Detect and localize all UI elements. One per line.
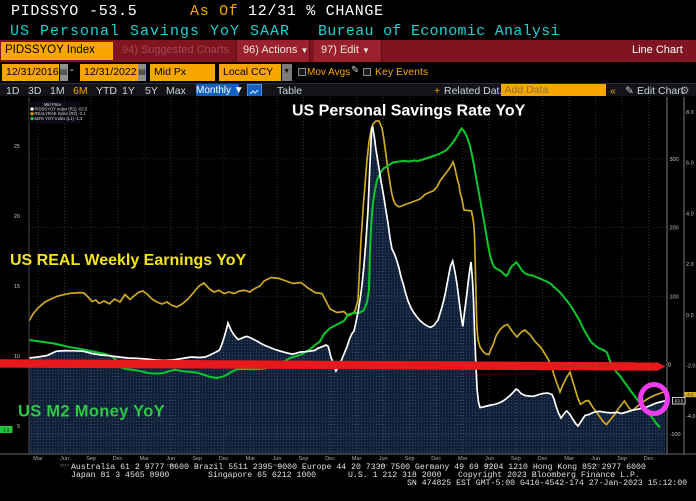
svg-text:0: 0 [668, 363, 671, 369]
svg-text:Jun: Jun [485, 456, 494, 462]
svg-text:Dec: Dec [325, 456, 335, 462]
svg-text:Jun: Jun [591, 456, 600, 462]
svg-text:US M2 Money YoY: US M2 Money YoY [18, 403, 165, 421]
svg-text:200: 200 [670, 226, 679, 232]
svg-text:Dec: Dec [113, 456, 123, 462]
svg-text:2018: 2018 [166, 463, 176, 468]
svg-text:300: 300 [670, 157, 679, 163]
svg-text:PIDSSYOY Index (R1) -53.5: PIDSSYOY Index (R1) -53.5 [35, 106, 88, 111]
svg-text:Mid Price: Mid Price [44, 102, 62, 107]
svg-text:Sep: Sep [299, 456, 309, 462]
svg-text:Sep: Sep [86, 456, 96, 462]
svg-text:2.0: 2.0 [686, 262, 694, 268]
svg-text:-4.0: -4.0 [686, 414, 695, 420]
svg-text:Mar: Mar [33, 456, 43, 462]
svg-text:Mar: Mar [246, 456, 256, 462]
svg-text:-3.1: -3.1 [686, 392, 694, 397]
svg-text:100: 100 [670, 294, 679, 300]
svg-text:2019: 2019 [273, 463, 283, 468]
svg-text:Sep: Sep [617, 456, 627, 462]
svg-text:Dec: Dec [538, 456, 548, 462]
svg-text:Jun: Jun [166, 456, 175, 462]
svg-text:Jun: Jun [60, 456, 69, 462]
svg-text:Mar: Mar [139, 456, 149, 462]
svg-text:-1.3: -1.3 [2, 427, 10, 432]
svg-text:Sep: Sep [405, 456, 415, 462]
svg-text:5: 5 [17, 424, 20, 430]
svg-text:Jun: Jun [379, 456, 388, 462]
svg-text:US REAL Weekly Earnings YoY: US REAL Weekly Earnings YoY [10, 252, 247, 269]
svg-text:20: 20 [14, 214, 20, 220]
svg-text:2020: 2020 [379, 463, 389, 468]
svg-text:8.0: 8.0 [686, 110, 694, 116]
svg-text:Sep: Sep [192, 456, 202, 462]
svg-text:-53.5: -53.5 [674, 399, 684, 404]
svg-text:Mar: Mar [564, 456, 574, 462]
svg-text:2022: 2022 [591, 463, 601, 468]
svg-text:2021: 2021 [485, 463, 495, 468]
svg-text:Mar: Mar [458, 456, 468, 462]
svg-text:M2% YOY Index (L1) -1.3: M2% YOY Index (L1) -1.3 [35, 116, 83, 121]
svg-text:Dec: Dec [219, 456, 229, 462]
svg-text:10: 10 [14, 354, 20, 360]
svg-text:Sep: Sep [511, 456, 521, 462]
svg-text:Mar: Mar [352, 456, 362, 462]
svg-text:2017: 2017 [60, 463, 70, 468]
svg-text:REALYRAE Index (R2) -3.1: REALYRAE Index (R2) -3.1 [35, 111, 87, 116]
svg-text:25: 25 [14, 144, 20, 150]
svg-text:0.0: 0.0 [686, 313, 694, 319]
svg-text:-2.0: -2.0 [686, 364, 695, 370]
svg-text:6.0: 6.0 [686, 161, 694, 167]
svg-text:Jun: Jun [273, 456, 282, 462]
svg-text:Dec: Dec [431, 456, 441, 462]
svg-text:15: 15 [14, 284, 20, 290]
svg-text:-100: -100 [670, 432, 681, 438]
svg-text:Dec: Dec [644, 456, 654, 462]
svg-text:US Personal Savings Rate YoY: US Personal Savings Rate YoY [292, 103, 526, 120]
svg-text:4.0: 4.0 [686, 211, 694, 217]
